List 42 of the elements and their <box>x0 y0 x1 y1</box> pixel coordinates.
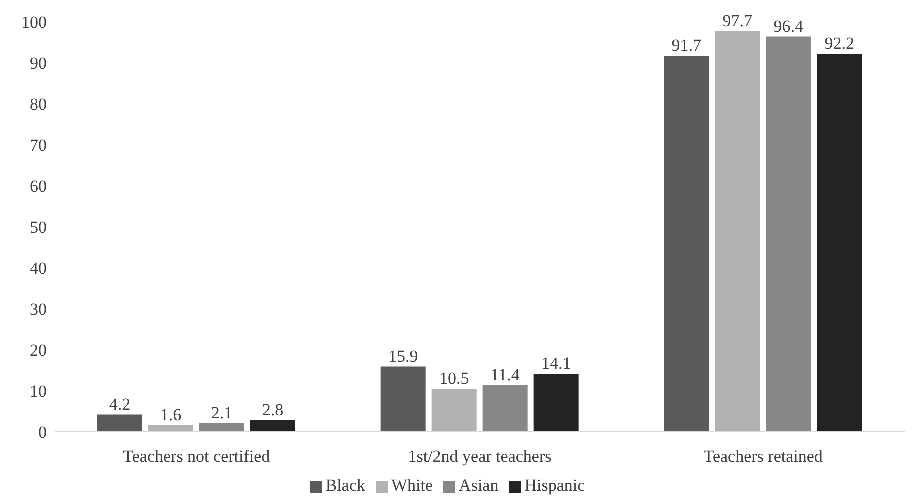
legend-label: Black <box>326 476 366 495</box>
data-label: 4.2 <box>109 394 131 414</box>
y-tick-label: 100 <box>22 13 47 32</box>
data-label: 10.5 <box>439 368 470 388</box>
y-tick-label: 0 <box>38 423 47 442</box>
legend-label: Asian <box>459 476 499 495</box>
data-label: 14.1 <box>541 354 572 374</box>
y-tick-label: 30 <box>30 300 47 320</box>
data-label: 96.4 <box>774 16 804 36</box>
data-label: 92.2 <box>824 34 855 53</box>
bar <box>380 366 426 432</box>
y-tick-label: 10 <box>30 382 47 402</box>
y-tick-label: 60 <box>30 177 47 196</box>
legend-label: White <box>392 476 434 495</box>
bar <box>432 388 477 432</box>
x-tick-label: Teachers not certified <box>123 447 271 466</box>
bar <box>482 385 528 432</box>
data-label: 97.7 <box>722 11 754 30</box>
legend-label: Hispanic <box>524 476 586 495</box>
x-tick-label: Teachers retained <box>704 447 824 466</box>
data-label: 11.4 <box>490 365 520 384</box>
y-tick-label: 80 <box>30 95 47 114</box>
data-label: 91.7 <box>672 36 702 56</box>
bar <box>817 54 862 432</box>
y-tick-label: 40 <box>30 259 47 278</box>
bar <box>664 56 710 432</box>
bar <box>534 374 579 432</box>
data-label: 15.9 <box>388 346 418 366</box>
y-tick-label: 20 <box>30 341 47 360</box>
y-tick-label: 70 <box>30 136 47 156</box>
data-label: 1.6 <box>160 405 182 424</box>
bar <box>766 36 812 432</box>
data-label: 2.8 <box>262 400 284 420</box>
bar <box>715 31 760 432</box>
x-tick-label: 1st/2nd year teachers <box>408 447 552 466</box>
data-label: 2.1 <box>211 403 233 422</box>
bar <box>148 425 194 432</box>
y-tick-label: 90 <box>30 54 47 74</box>
bar <box>200 423 244 432</box>
bar <box>98 414 142 432</box>
y-tick-label: 50 <box>30 218 47 238</box>
bar <box>250 420 296 432</box>
